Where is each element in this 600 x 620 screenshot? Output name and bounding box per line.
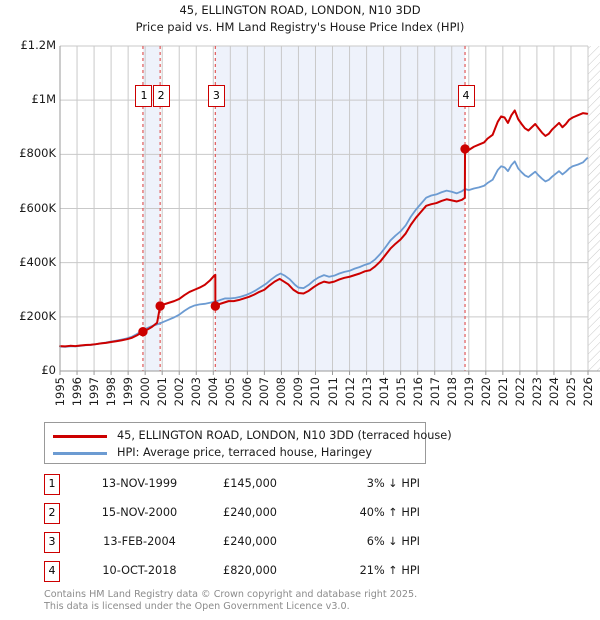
x-axis-tick-2024: 2024 bbox=[546, 377, 561, 407]
chart-marker-3[interactable]: 3 bbox=[207, 85, 225, 107]
transaction-price-3: £240,000 bbox=[223, 535, 277, 548]
transaction-date-3: 13-FEB-2004 bbox=[103, 535, 176, 548]
x-axis-tick-2017: 2017 bbox=[427, 377, 442, 407]
x-axis-tick-2018: 2018 bbox=[444, 377, 459, 407]
y-axis-tick-2: £400K bbox=[19, 254, 56, 269]
transaction-hpi-delta-1: 3% ↓ HPI bbox=[366, 477, 420, 490]
title-line-2: Price paid vs. HM Land Registry's House … bbox=[135, 20, 465, 34]
transaction-index-2: 2 bbox=[44, 503, 60, 524]
x-axis-tick-2022: 2022 bbox=[512, 377, 527, 407]
transaction-date-2: 15-NOV-2000 bbox=[101, 506, 178, 519]
transaction-price-1: £145,000 bbox=[223, 477, 277, 490]
x-axis-tick-2001: 2001 bbox=[155, 377, 170, 407]
transaction-hpi-delta-3: 6% ↓ HPI bbox=[366, 535, 420, 548]
x-axis-tick-1999: 1999 bbox=[121, 377, 136, 407]
transaction-date-1: 13-NOV-1999 bbox=[101, 477, 178, 490]
chart-title: 45, ELLINGTON ROAD, LONDON, N10 3DD Pric… bbox=[0, 2, 600, 36]
transaction-hpi-delta-2: 40% ↑ HPI bbox=[359, 506, 420, 519]
table-row[interactable]: 3 13-FEB-2004 £240,000 6% ↓ HPI bbox=[0, 532, 600, 554]
x-axis-tick-1995: 1995 bbox=[53, 377, 67, 407]
x-axis-tick-2016: 2016 bbox=[410, 377, 425, 407]
x-axis-tick-1997: 1997 bbox=[87, 377, 102, 407]
transaction-index-1: 1 bbox=[44, 474, 60, 495]
x-axis-tick-2023: 2023 bbox=[529, 377, 544, 407]
x-axis-tick-1996: 1996 bbox=[70, 377, 85, 407]
y-axis-tick-6: £1.2M bbox=[20, 38, 56, 52]
y-axis-tick-0: £0 bbox=[41, 363, 56, 377]
x-axis-tick-2002: 2002 bbox=[172, 377, 187, 407]
x-axis-tick-2010: 2010 bbox=[308, 377, 323, 407]
chart-marker-2[interactable]: 2 bbox=[152, 85, 170, 107]
transaction-date-4: 10-OCT-2018 bbox=[102, 564, 177, 577]
table-row[interactable]: 1 13-NOV-1999 £145,000 3% ↓ HPI bbox=[0, 474, 600, 496]
table-row[interactable]: 4 10-OCT-2018 £820,000 21% ↑ HPI bbox=[0, 561, 600, 583]
y-axis-tick-1: £200K bbox=[19, 308, 56, 323]
x-axis-tick-2005: 2005 bbox=[223, 377, 238, 407]
transaction-index-4: 4 bbox=[44, 561, 60, 582]
x-axis-tick-2019: 2019 bbox=[461, 377, 476, 407]
transaction-price-2: £240,000 bbox=[223, 506, 277, 519]
x-axis-tick-2000: 2000 bbox=[138, 377, 153, 407]
x-axis-tick-2026: 2026 bbox=[581, 377, 595, 407]
legend-label-hpi: HPI: Average price, terraced house, Hari… bbox=[117, 446, 373, 459]
title-line-1: 45, ELLINGTON ROAD, LONDON, N10 3DD bbox=[179, 3, 421, 17]
x-axis-tick-2014: 2014 bbox=[376, 377, 391, 407]
y-axis-tick-3: £600K bbox=[19, 200, 56, 215]
x-axis-tick-2021: 2021 bbox=[495, 377, 510, 407]
legend-swatch-price-paid bbox=[53, 435, 107, 438]
transaction-index-3: 3 bbox=[44, 532, 60, 553]
chart-marker-1[interactable]: 1 bbox=[135, 85, 153, 107]
legend-label-price-paid: 45, ELLINGTON ROAD, LONDON, N10 3DD (ter… bbox=[117, 429, 452, 442]
x-axis-tick-2009: 2009 bbox=[291, 377, 306, 407]
x-axis-tick-2020: 2020 bbox=[478, 377, 493, 407]
y-axis-tick-4: £800K bbox=[19, 146, 56, 161]
x-axis-tick-2006: 2006 bbox=[240, 377, 255, 407]
chart-marker-4[interactable]: 4 bbox=[457, 85, 475, 107]
x-axis-tick-2012: 2012 bbox=[342, 377, 357, 407]
transaction-hpi-delta-4: 21% ↑ HPI bbox=[359, 564, 420, 577]
y-axis-tick-5: £1M bbox=[31, 92, 56, 107]
x-axis-tick-2007: 2007 bbox=[257, 377, 272, 407]
footer-line-1: Contains HM Land Registry data © Crown c… bbox=[44, 589, 418, 600]
x-axis-tick-2011: 2011 bbox=[325, 377, 340, 407]
x-axis-tick-1998: 1998 bbox=[104, 377, 119, 407]
licence-footer: Contains HM Land Registry data © Crown c… bbox=[44, 589, 564, 612]
table-row[interactable]: 2 15-NOV-2000 £240,000 40% ↑ HPI bbox=[0, 503, 600, 525]
x-axis-tick-2025: 2025 bbox=[563, 377, 578, 407]
footer-line-2: This data is licensed under the Open Gov… bbox=[44, 600, 350, 612]
x-axis-tick-2004: 2004 bbox=[206, 377, 221, 407]
x-axis-tick-2003: 2003 bbox=[189, 377, 204, 407]
x-axis-tick-2013: 2013 bbox=[359, 377, 374, 407]
transaction-price-4: £820,000 bbox=[223, 564, 277, 577]
chart-legend: 45, ELLINGTON ROAD, LONDON, N10 3DD (ter… bbox=[44, 422, 452, 464]
x-axis-tick-2015: 2015 bbox=[393, 377, 408, 407]
x-axis-tick-2008: 2008 bbox=[274, 377, 289, 407]
legend-swatch-hpi bbox=[53, 452, 107, 455]
